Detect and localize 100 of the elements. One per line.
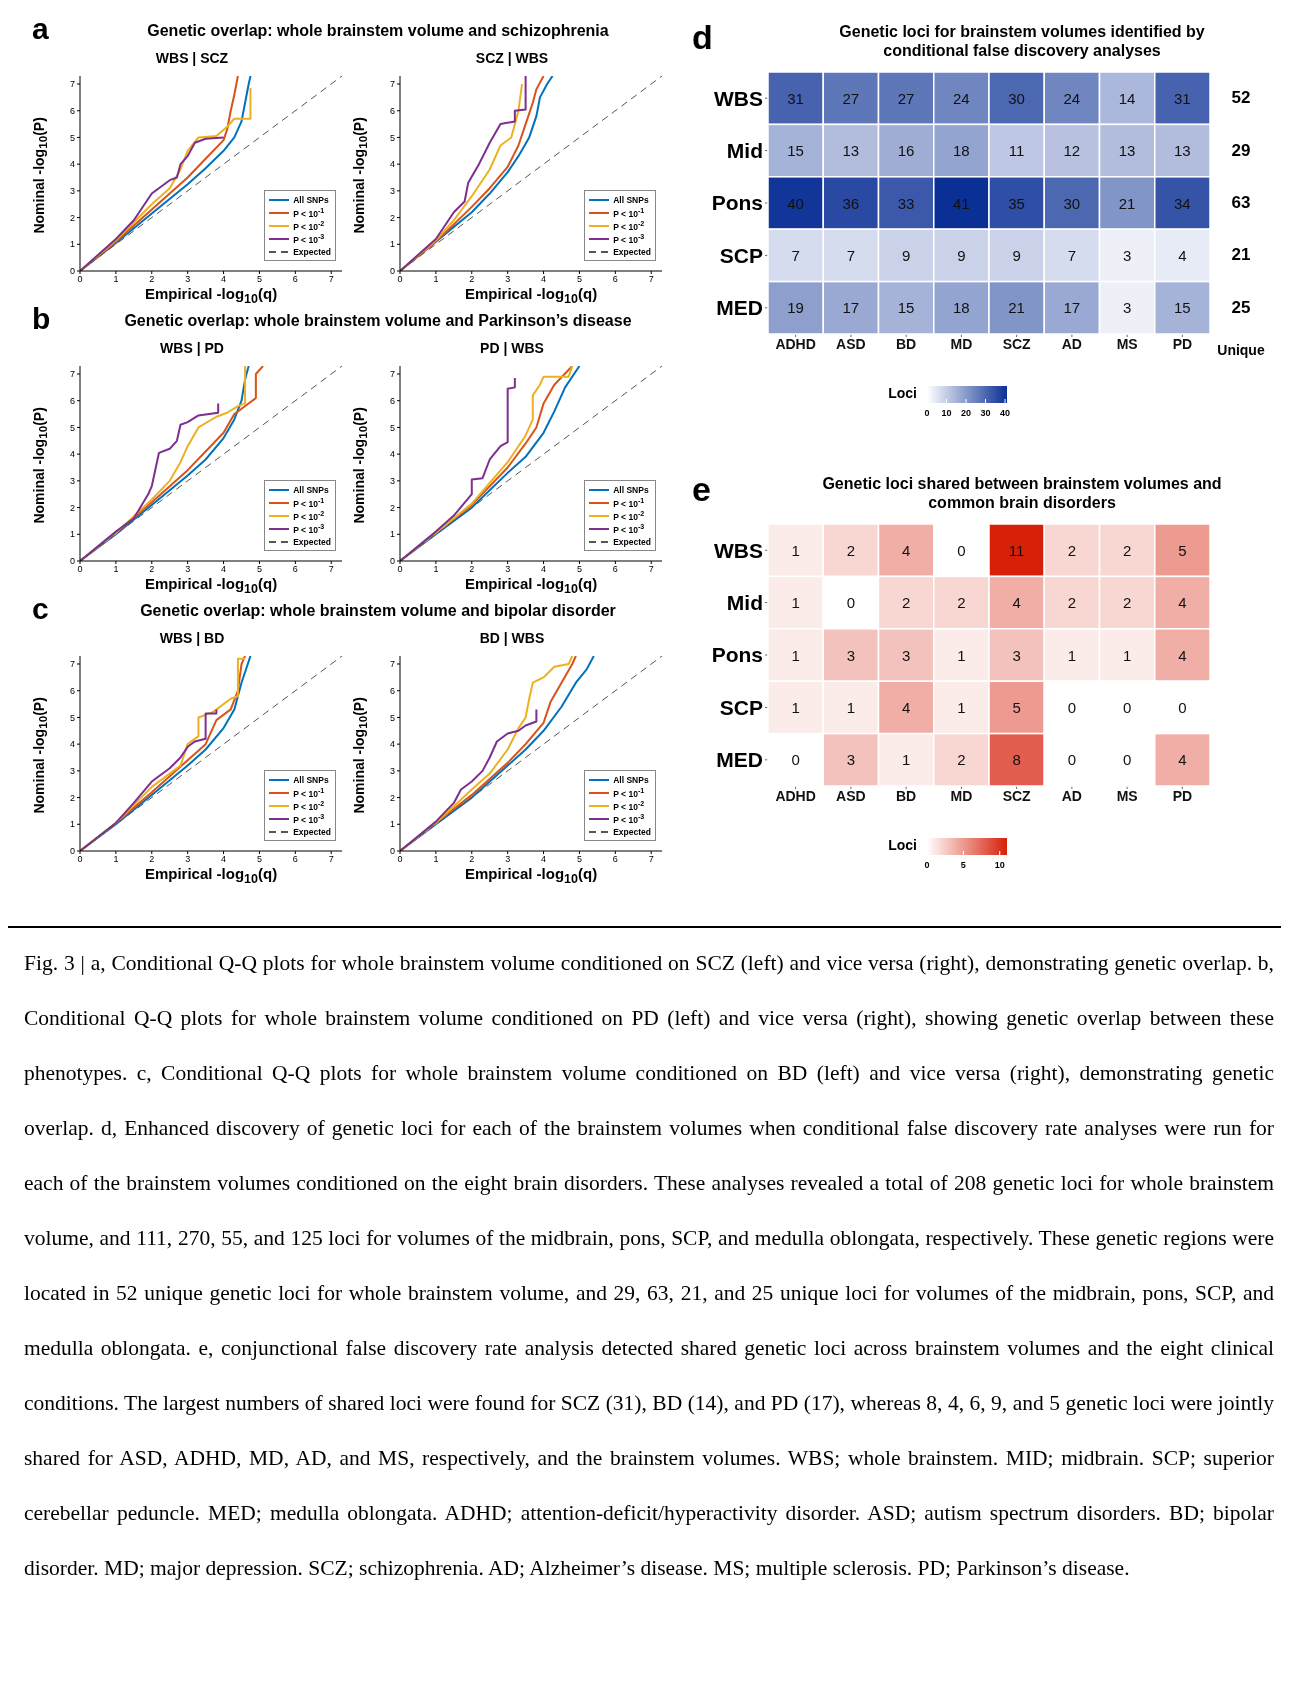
legend-label: P < 10$^{-1}$ [613, 206, 645, 219]
data-label: 33 [897, 194, 915, 212]
text: a [32, 12, 49, 45]
data-label: 2 [1067, 594, 1077, 612]
x-tick-label: ASD [836, 335, 866, 352]
y-tick-label: WBS [714, 86, 763, 110]
x-tick-label: 2 [149, 564, 155, 575]
x-tick-label: 0 [397, 854, 403, 865]
data-label: 27 [842, 89, 860, 107]
legend-label: P < 10$^{-2}$ [613, 509, 645, 522]
x-tick-label: 1 [433, 854, 439, 865]
text: e [692, 470, 711, 509]
x-tick-label: 6 [292, 854, 298, 865]
y2-tick-label: 25 [1230, 296, 1252, 319]
x-tick-label: 3 [185, 564, 191, 575]
x-tick-label: 2 [149, 274, 155, 285]
data-label: 27 [897, 89, 915, 107]
data-label: 13 [1174, 142, 1191, 160]
legend-label: All SNPs [293, 774, 329, 785]
y-tick-label: 5 [69, 132, 75, 143]
x-tick-label: BD [896, 335, 917, 352]
legend-label: Expected [613, 246, 651, 257]
chart-title: WBS | PD [159, 340, 225, 358]
data-label: 0 [1122, 698, 1132, 716]
data-label: 4 [1178, 751, 1187, 769]
data-label: 7 [791, 246, 800, 264]
x-tick-label: 2 [469, 854, 475, 865]
data-label: 0 [1067, 751, 1077, 769]
legend-label: P < 10$^{-2}$ [293, 509, 325, 522]
legend-label: P < 10$^{-3}$ [293, 812, 325, 825]
data-label: 24 [953, 89, 970, 107]
legend-label: All SNPs [613, 194, 649, 205]
data-label: 12 [1063, 142, 1081, 160]
data-label: 1 [791, 646, 800, 664]
x-tick-label: 6 [612, 854, 618, 865]
x-tick-label: 3 [185, 854, 191, 865]
data-label: 9 [957, 246, 966, 264]
x-tick-label: 1 [113, 854, 119, 865]
x-tick-label: 0 [397, 564, 403, 575]
x-axis-title: Empirical -log$_{10}$(q) [144, 865, 278, 886]
y-tick-label: 7 [69, 369, 75, 380]
y-tick-label: 0 [389, 266, 395, 277]
legend-label: All SNPs [613, 774, 649, 785]
x-tick-label: AD [1061, 335, 1082, 352]
y-tick-label: Mid [726, 591, 763, 615]
data-label: 0 [846, 594, 856, 612]
x-tick-label: 3 [505, 854, 511, 865]
y-tick-label: MED [716, 748, 763, 772]
data-label: 2 [1067, 541, 1077, 559]
chart-title: BD | WBS [478, 630, 546, 648]
x-tick-label: AD [1061, 787, 1082, 804]
legend-label: P < 10$^{-3}$ [293, 522, 325, 535]
data-label: 0 [1122, 751, 1132, 769]
data-label: 16 [897, 142, 915, 160]
y-tick-label: 0 [69, 266, 75, 277]
data-label: 3 [846, 646, 856, 664]
y-tick-label: 7 [389, 659, 395, 670]
legend-label: P < 10$^{-3}$ [613, 232, 645, 245]
y-tick-label: 1 [69, 239, 75, 250]
legend-label: Expected [293, 826, 331, 837]
data-label: 4 [1178, 246, 1187, 264]
chart-title: Genetic loci for brainstem volumes identified by conditional false discovery analyses [838, 22, 1206, 61]
y-tick-label: 1 [389, 819, 395, 830]
data-label: 5 [1012, 698, 1021, 716]
data-label: 1 [901, 751, 911, 769]
data-label: 8 [1012, 751, 1021, 769]
data-label: 4 [1178, 646, 1187, 664]
text: d [692, 18, 713, 57]
y-tick-label: 2 [389, 502, 395, 513]
x-axis-title: Empirical -log$_{10}$(q) [464, 575, 598, 596]
legend-label: Expected [293, 246, 331, 257]
y-tick-label: 1 [389, 529, 395, 540]
y-tick-label: 7 [69, 659, 75, 670]
data-label: 41 [953, 194, 970, 212]
data-label: 19 [787, 299, 804, 317]
data-label: 13 [1118, 142, 1136, 160]
y-tick-label: 3 [69, 476, 75, 487]
legend-label: P < 10$^{-2}$ [293, 219, 325, 232]
y-tick-label: 2 [69, 212, 75, 223]
x-tick-label: MS [1116, 335, 1138, 352]
x-tick-label: 5 [576, 564, 582, 575]
data-label: 17 [1063, 299, 1081, 317]
data-label: 3 [901, 646, 911, 664]
chart-title: SCZ | WBS [474, 50, 550, 68]
y-tick-label: 4 [69, 739, 75, 750]
text: Fig. 3 | a, Conditional Q-Q plots for whole brainstem volume conditioned on SCZ (left) and vice versa (right), demonstrating genetic overlap. b, Conditional Q-Q plots for whole brainstem volume conditioned on PD (left) and vice versa (right), showing genetic overlap between these phenotypes. c, Conditional Q-Q plots for whole brainstem volume conditioned on BD (left) and vice versa (right), demonstrating genetic overlap. d, Enhanced discovery of genetic loci for each of the brainstem volumes when conditional false discovery rate analyses were run for each of the brainstem volumes conditioned on the eight brain disorders. These analyses revealed a total of 208 genetic loci for whole brainstem volume, and 111, 270, 55, and 125 loci for volumes of the midbrain, pons, SCP, and medulla oblongata, respectively. These genetic regions were located in 52 unique genetic loci for whole brainstem volume, and 29, 63, 21, and 25 unique loci for volumes of the midbrain, pons, SCP, and medulla oblongata. e, conjunctional false discovery rate analysis detected shared genetic loci across brainstem volumes and the eight clinical conditions. The largest numbers of shared loci were found for SCZ (31), BD (14), and PD (17), whereas 8, 4, 6, 9, and 5 genetic loci were jointly shared for ASD, ADHD, MD, AD, and MS, respectively, and the brainstem volumes. WBS; whole brainstem. MID; midbrain. SCP; superior cerebellar peduncle. MED; medulla oblongata. ADHD; attention-deficit/hyperactivity disorder. ASD; autism spectrum disorders. BD; bipolar disorder. MD; major depression. SCZ; schizophrenia. AD; Alzheimer’s disease. MS; multiple sclerosis. PD; Parkinson’s disease. [24, 951, 1274, 1580]
y2-tick-label: 21 [1230, 244, 1252, 267]
data-label: 15 [1174, 299, 1191, 317]
data-label: 1 [1067, 646, 1077, 664]
y-tick-label: 3 [389, 766, 395, 777]
x-tick-label: 5 [576, 854, 582, 865]
data-label: 2 [901, 594, 911, 612]
data-label: 21 [1118, 194, 1136, 212]
x-axis-title: Empirical -log$_{10}$(q) [144, 285, 278, 306]
y-tick-label: 3 [69, 186, 75, 197]
line-series [80, 136, 225, 271]
data-label: 0 [1178, 698, 1187, 716]
data-label: 4 [901, 698, 911, 716]
text: Genetic overlap: whole brainstem volume and bipolar disorder [139, 602, 617, 620]
text: b [32, 302, 51, 335]
